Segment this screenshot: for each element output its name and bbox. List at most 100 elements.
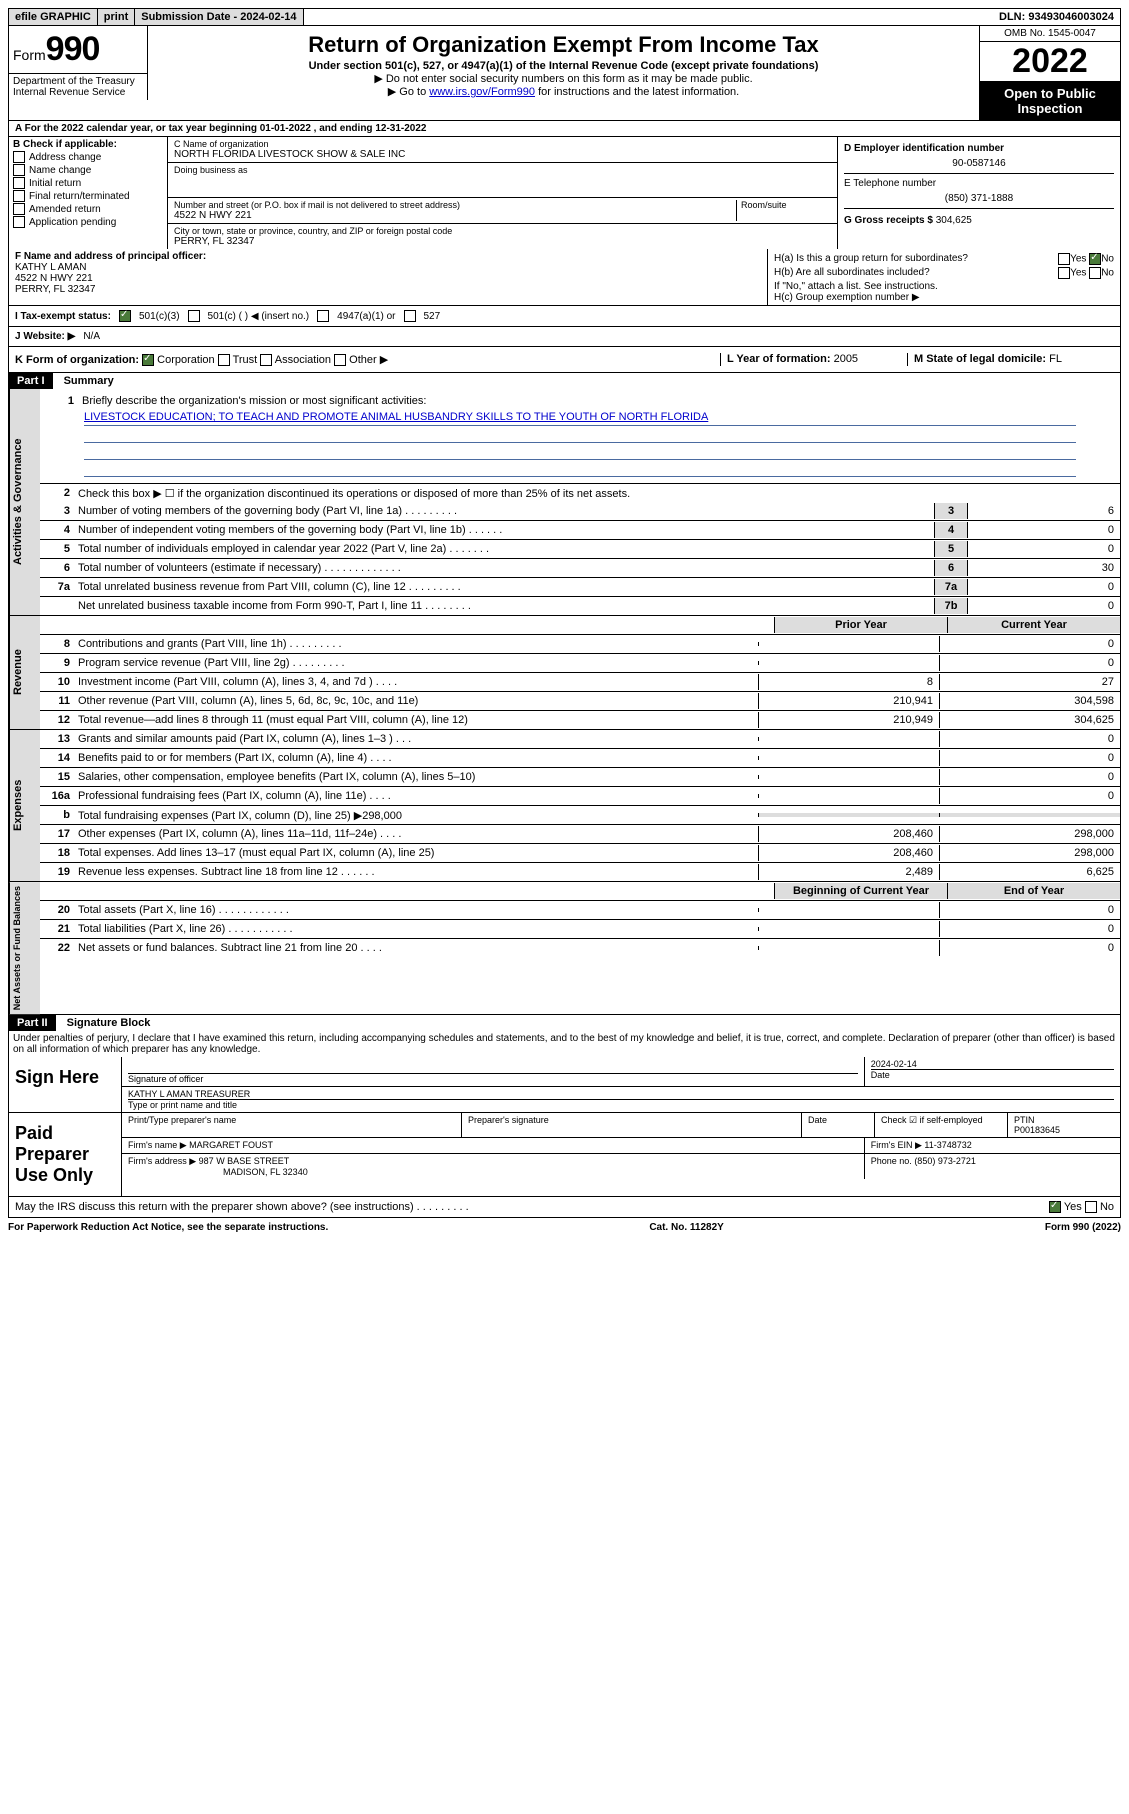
l18-current: 298,000	[939, 845, 1120, 861]
grid-bcde: B Check if applicable: Address change Na…	[8, 137, 1121, 249]
part1-expenses: Expenses 13Grants and similar amounts pa…	[8, 730, 1121, 882]
street-address: 4522 N HWY 221	[174, 210, 736, 221]
firm-ein: 11-3748732	[924, 1140, 971, 1150]
city-state-zip: PERRY, FL 32347	[174, 236, 831, 247]
amended-return-checkbox[interactable]	[13, 203, 25, 215]
part2-header: Part II Signature Block	[8, 1015, 1121, 1031]
officer-name-title: KATHY L AMAN TREASURER	[128, 1089, 1114, 1099]
title-column: Return of Organization Exempt From Incom…	[148, 26, 979, 120]
hb-yes-checkbox[interactable]	[1058, 267, 1070, 279]
subtitle-3: ▶ Go to www.irs.gov/Form990 for instruct…	[152, 85, 975, 98]
l12-current: 304,625	[939, 712, 1120, 728]
discuss-yes-checkbox[interactable]	[1049, 1201, 1061, 1213]
top-toolbar: efile GRAPHIC print Submission Date - 20…	[8, 8, 1121, 26]
vtab-expenses: Expenses	[9, 730, 40, 881]
print-button[interactable]: print	[98, 9, 135, 25]
form-number-box: Form990	[9, 26, 148, 73]
mission-text: LIVESTOCK EDUCATION; TO TEACH AND PROMOT…	[84, 411, 1076, 426]
corp-checkbox[interactable]	[142, 354, 154, 366]
l19-current: 6,625	[939, 864, 1120, 880]
initial-return-checkbox[interactable]	[13, 177, 25, 189]
phone: (850) 371-1888	[844, 193, 1114, 204]
l9-current: 0	[939, 655, 1120, 671]
signature-block: Sign Here Signature of officer 2024-02-1…	[8, 1057, 1121, 1218]
l12-prior: 210,949	[758, 712, 939, 728]
firm-phone: (850) 973-2721	[914, 1156, 976, 1166]
l4-value: 0	[967, 522, 1120, 538]
submission-date: Submission Date - 2024-02-14	[135, 9, 303, 25]
form-title: Return of Organization Exempt From Incom…	[152, 32, 975, 58]
row-i-tax-status: I Tax-exempt status: 501(c)(3) 501(c) ( …	[8, 306, 1121, 327]
efile-label: efile GRAPHIC	[9, 9, 98, 25]
tax-year: 2022	[980, 42, 1120, 82]
l18-prior: 208,460	[758, 845, 939, 861]
state-domicile: FL	[1049, 353, 1062, 365]
l11-prior: 210,941	[758, 693, 939, 709]
l11-current: 304,598	[939, 693, 1120, 709]
col-f-officer: F Name and address of principal officer:…	[9, 249, 768, 305]
form-header: Form990 Department of the Treasury Inter…	[8, 26, 1121, 121]
dept-label: Department of the Treasury Internal Reve…	[9, 73, 148, 100]
vtab-revenue: Revenue	[9, 616, 40, 729]
addr-change-checkbox[interactable]	[13, 151, 25, 163]
vtab-netassets: Net Assets or Fund Balances	[9, 882, 40, 1014]
form-word: Form	[13, 47, 46, 63]
ein: 90-0587146	[844, 158, 1114, 169]
ptin: P00183645	[1014, 1125, 1114, 1135]
part1-header: Part I Summary	[8, 373, 1121, 389]
gross-receipts: 304,625	[936, 215, 972, 226]
firm-addr: 987 W BASE STREET	[199, 1156, 290, 1166]
declaration-text: Under penalties of perjury, I declare th…	[8, 1031, 1121, 1057]
l6-value: 30	[967, 560, 1120, 576]
page-footer: For Paperwork Reduction Act Notice, see …	[8, 1218, 1121, 1237]
form-num: 990	[46, 30, 100, 68]
officer-name: KATHY L AMAN	[15, 262, 761, 273]
l17-current: 298,000	[939, 826, 1120, 842]
trust-checkbox[interactable]	[218, 354, 230, 366]
other-checkbox[interactable]	[334, 354, 346, 366]
subtitle-2: ▶ Do not enter social security numbers o…	[152, 72, 975, 85]
part1-revenue: Revenue Prior YearCurrent Year 8Contribu…	[8, 616, 1121, 730]
ha-yes-checkbox[interactable]	[1058, 253, 1070, 265]
year-formation: 2005	[834, 353, 858, 365]
l10-current: 27	[939, 674, 1120, 690]
org-name: NORTH FLORIDA LIVESTOCK SHOW & SALE INC	[174, 149, 831, 160]
ha-no-checkbox[interactable]	[1089, 253, 1101, 265]
instructions-link[interactable]: www.irs.gov/Form990	[429, 86, 535, 98]
discuss-no-checkbox[interactable]	[1085, 1201, 1097, 1213]
row-j-website: J Website: ▶ N/A	[8, 327, 1121, 347]
app-pending-checkbox[interactable]	[13, 216, 25, 228]
part1-governance: Activities & Governance 1Briefly describ…	[8, 389, 1121, 616]
firm-name: MARGARET FOUST	[189, 1140, 273, 1150]
part1-netassets: Net Assets or Fund Balances Beginning of…	[8, 882, 1121, 1015]
open-inspection: Open to Public Inspection	[980, 82, 1120, 120]
row-k-form-org: K Form of organization: Corporation Trus…	[8, 347, 1121, 373]
527-checkbox[interactable]	[404, 310, 416, 322]
omb-number: OMB No. 1545-0047	[980, 26, 1120, 42]
name-change-checkbox[interactable]	[13, 164, 25, 176]
subtitle-1: Under section 501(c), 527, or 4947(a)(1)…	[152, 60, 975, 72]
l10-prior: 8	[758, 674, 939, 690]
l7b-value: 0	[967, 598, 1120, 614]
year-column: OMB No. 1545-0047 2022 Open to Public In…	[979, 26, 1120, 120]
l3-value: 6	[967, 503, 1120, 519]
4947-checkbox[interactable]	[317, 310, 329, 322]
l19-prior: 2,489	[758, 864, 939, 880]
col-c-org: C Name of organization NORTH FLORIDA LIV…	[168, 137, 838, 249]
row-fh: F Name and address of principal officer:…	[8, 249, 1121, 306]
l17-prior: 208,460	[758, 826, 939, 842]
final-return-checkbox[interactable]	[13, 190, 25, 202]
paid-preparer-label: Paid Preparer Use Only	[9, 1113, 122, 1196]
501c-checkbox[interactable]	[188, 310, 200, 322]
l8-current: 0	[939, 636, 1120, 652]
col-b-checkboxes: B Check if applicable: Address change Na…	[9, 137, 168, 249]
501c3-checkbox[interactable]	[119, 310, 131, 322]
col-h-group: H(a) Is this a group return for subordin…	[768, 249, 1120, 305]
assoc-checkbox[interactable]	[260, 354, 272, 366]
l7a-value: 0	[967, 579, 1120, 595]
l5-value: 0	[967, 541, 1120, 557]
website-value: N/A	[83, 331, 100, 342]
hb-no-checkbox[interactable]	[1089, 267, 1101, 279]
row-a-period: A For the 2022 calendar year, or tax yea…	[8, 121, 1121, 137]
col-de-numbers: D Employer identification number 90-0587…	[838, 137, 1120, 249]
